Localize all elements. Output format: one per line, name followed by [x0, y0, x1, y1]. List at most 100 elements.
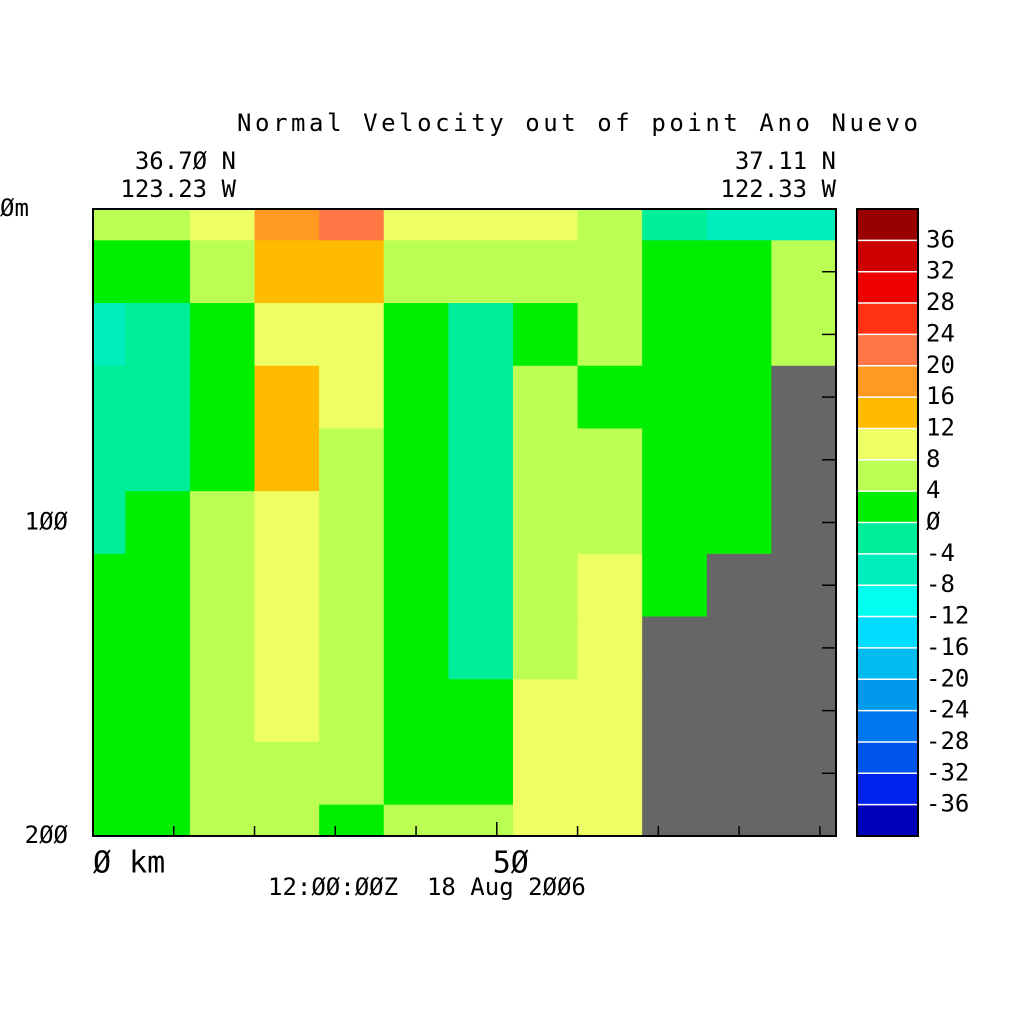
land — [642, 804, 708, 837]
cell — [189, 428, 256, 492]
colorbar-label: -24 — [926, 696, 969, 724]
cell — [254, 804, 320, 837]
cell — [512, 428, 579, 492]
time-label: 12:ØØ:ØØZ 18 Aug 2ØØ6 — [268, 873, 586, 901]
cell — [93, 616, 126, 680]
colorbar-label: 8 — [926, 445, 940, 473]
cell — [125, 365, 191, 429]
land — [706, 679, 772, 743]
cell — [254, 679, 320, 743]
cell — [189, 491, 256, 555]
cell — [383, 365, 449, 429]
cell — [254, 209, 320, 241]
cell — [93, 553, 126, 618]
colorbar-label: 12 — [926, 413, 955, 441]
chart-title: Normal Velocity out of point Ano Nuevo — [237, 109, 918, 137]
cell — [577, 679, 643, 743]
cell — [383, 491, 449, 555]
colorbar-swatch — [857, 459, 918, 492]
cell — [577, 741, 643, 806]
cell — [254, 491, 320, 555]
cell — [93, 804, 126, 837]
axes: Ø km 5Ø Øm 1ØØ 2ØØ -36 -32 -28 -24 -20 -16 -12 -8 -4 Ø… — [0, 194, 969, 881]
cell — [448, 553, 514, 618]
land — [706, 741, 772, 806]
cell — [642, 365, 708, 429]
colorbar-label: -28 — [926, 727, 969, 755]
corner-label: 36.7Ø N — [135, 147, 236, 175]
y-tick-label: 1ØØ — [25, 508, 69, 536]
colorbar-label: 36 — [926, 225, 955, 253]
land — [642, 741, 708, 806]
cell — [189, 616, 256, 680]
cell — [706, 303, 772, 367]
colorbar-label: 28 — [926, 288, 955, 316]
colorbar-label: -36 — [926, 790, 969, 818]
cell — [642, 428, 708, 492]
cell — [577, 491, 643, 555]
cell — [93, 679, 126, 743]
colorbar-swatch — [857, 773, 918, 805]
colorbar-swatch — [857, 365, 918, 398]
colorbar-label: 20 — [926, 351, 955, 379]
cell — [448, 741, 514, 806]
cell — [93, 741, 126, 806]
cell — [448, 428, 514, 492]
cell — [93, 365, 126, 429]
cell — [512, 741, 579, 806]
cell — [577, 240, 643, 304]
cell — [512, 553, 579, 618]
cell — [189, 240, 256, 304]
cell — [577, 365, 643, 429]
cell — [577, 303, 643, 367]
cell — [383, 303, 449, 367]
cell — [383, 240, 449, 304]
cell — [254, 553, 320, 618]
cell — [125, 209, 191, 241]
cell — [189, 804, 256, 837]
colorbar-label: 32 — [926, 257, 955, 285]
cell — [512, 209, 579, 241]
cell — [93, 491, 126, 555]
cell — [383, 209, 449, 241]
cell — [189, 303, 256, 367]
x-tick-label: Ø km — [93, 846, 165, 881]
corner-label: 123.23 W — [120, 175, 236, 203]
cell — [512, 240, 579, 304]
cell — [254, 365, 320, 429]
cell — [319, 365, 385, 429]
cell — [706, 428, 772, 492]
cell — [319, 428, 385, 492]
cell — [319, 741, 385, 806]
cell — [189, 209, 256, 241]
cell — [448, 616, 514, 680]
cell — [125, 616, 191, 680]
corner-label: 37.11 N — [735, 147, 836, 175]
land — [642, 679, 708, 743]
colorbar-swatch — [857, 741, 918, 774]
colorbar-label: 16 — [926, 382, 955, 410]
cell — [512, 365, 579, 429]
colorbar-swatch — [857, 303, 918, 335]
colorbar-label: -20 — [926, 664, 969, 692]
colorbar-swatch — [857, 553, 918, 586]
cell — [319, 616, 385, 680]
cell — [448, 491, 514, 555]
colorbar-label: Ø — [926, 508, 941, 536]
cell — [448, 209, 514, 241]
cell — [706, 240, 772, 304]
cell — [642, 240, 708, 304]
cell — [448, 804, 514, 837]
cell — [771, 209, 837, 241]
cell — [642, 209, 708, 241]
cell — [706, 209, 772, 241]
cell — [706, 491, 772, 555]
cell — [512, 616, 579, 680]
colorbar-swatch — [857, 522, 918, 554]
cell — [319, 553, 385, 618]
cell — [189, 679, 256, 743]
cell — [383, 553, 449, 618]
cell — [319, 491, 385, 555]
cell — [93, 209, 126, 241]
y-tick-label: Øm — [0, 194, 29, 222]
